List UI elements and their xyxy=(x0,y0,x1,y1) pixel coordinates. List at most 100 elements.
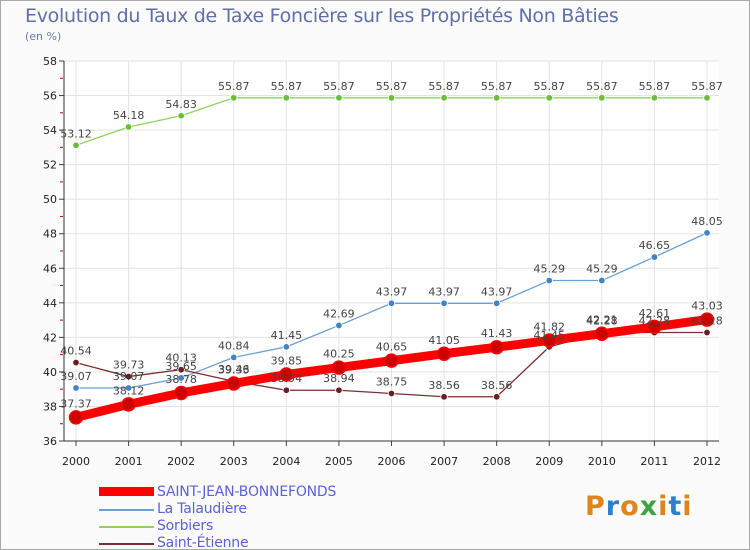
y-tick-label: 42 xyxy=(43,331,57,344)
series-layer xyxy=(68,94,715,425)
data-point xyxy=(177,374,185,382)
data-label: 48.05 xyxy=(691,215,723,228)
data-label: 37.37 xyxy=(60,397,92,410)
data-label: 40.25 xyxy=(323,348,355,361)
x-tick-label: 2002 xyxy=(167,455,195,468)
label-layer: 37.37 38.12 38.78 39.33 39.85 40.25 40.65 41.05… xyxy=(60,80,723,411)
x-tick-label: 2000 xyxy=(62,455,90,468)
data-label: 55.87 xyxy=(639,80,671,93)
y-tick-label: 56 xyxy=(43,90,57,103)
x-tick-label: 2009 xyxy=(535,455,563,468)
data-point xyxy=(72,384,80,392)
x-tick-label: 2008 xyxy=(483,455,511,468)
data-point xyxy=(440,94,448,102)
data-label: 55.87 xyxy=(534,80,566,93)
y-tick-label: 58 xyxy=(43,55,57,68)
x-tick-label: 2006 xyxy=(378,455,406,468)
data-point xyxy=(384,353,399,368)
data-label: 38.12 xyxy=(113,384,145,397)
data-label: 39.07 xyxy=(60,370,92,383)
x-tick-label: 2004 xyxy=(272,455,300,468)
data-label: 42.28 xyxy=(691,315,723,328)
y-tick-label: 46 xyxy=(43,262,57,275)
data-point xyxy=(282,94,291,102)
data-label: 42.28 xyxy=(586,315,618,328)
data-point xyxy=(173,385,189,401)
data-label: 38.94 xyxy=(323,372,355,385)
data-label: 39.65 xyxy=(165,360,197,373)
data-point xyxy=(440,299,448,308)
data-point xyxy=(177,112,185,120)
data-point xyxy=(124,372,133,381)
y-tick-label: 40 xyxy=(43,366,57,379)
chart-subtitle: (en %) xyxy=(25,30,62,43)
logo-letter: t xyxy=(668,491,683,522)
data-label: 55.87 xyxy=(271,80,303,93)
x-tick-label: 2011 xyxy=(640,455,668,468)
data-point xyxy=(124,384,133,392)
data-point xyxy=(598,276,606,285)
data-point xyxy=(230,353,238,362)
data-label: 39.85 xyxy=(271,355,303,368)
data-label: 43.03 xyxy=(691,300,723,313)
data-label: 54.18 xyxy=(113,109,145,122)
data-label: 40.84 xyxy=(218,339,250,352)
data-label: 41.45 xyxy=(534,329,566,342)
chart-title: Evolution du Taux de Taxe Foncière sur l… xyxy=(25,5,619,27)
data-point xyxy=(335,94,343,102)
data-point xyxy=(230,94,238,102)
data-point xyxy=(282,343,291,351)
data-label: 55.87 xyxy=(323,80,355,93)
data-label: 42.21 xyxy=(586,314,618,327)
data-label: 54.83 xyxy=(165,98,197,111)
data-point xyxy=(436,346,452,362)
data-point xyxy=(387,299,396,308)
data-label: 39.73 xyxy=(113,359,145,372)
data-label: 41.82 xyxy=(534,320,566,333)
x-tick-label: 2001 xyxy=(115,455,143,468)
data-label: 55.87 xyxy=(218,80,250,93)
logo-letter: o xyxy=(620,491,640,522)
data-label: 42.28 xyxy=(639,315,671,328)
data-point xyxy=(492,94,501,102)
data-label: 41.05 xyxy=(428,334,460,347)
y-tick-label: 48 xyxy=(43,228,57,241)
data-point xyxy=(703,94,711,102)
data-label: 38.94 xyxy=(271,372,303,385)
data-point xyxy=(699,312,715,327)
data-label: 38.56 xyxy=(428,379,460,392)
logo-letter: i xyxy=(658,491,669,522)
x-tick-label: 2007 xyxy=(430,455,458,468)
data-point xyxy=(703,328,711,337)
x-tick-label: 2010 xyxy=(588,455,616,468)
logo-letter: r xyxy=(605,491,621,522)
data-point xyxy=(68,410,84,425)
x-tick-label: 2005 xyxy=(325,455,353,468)
data-label: 45.29 xyxy=(586,263,618,276)
data-point xyxy=(650,94,659,102)
data-point xyxy=(545,94,553,102)
data-label: 38.56 xyxy=(481,379,513,392)
y-tick-label: 44 xyxy=(43,297,57,310)
x-tick-label: 2012 xyxy=(693,455,721,468)
data-point xyxy=(177,365,185,374)
data-point xyxy=(387,389,396,398)
data-point xyxy=(594,326,610,341)
data-label: 53.12 xyxy=(60,127,92,140)
data-label: 55.87 xyxy=(481,80,513,93)
legend-label: Saint-Étienne xyxy=(157,535,249,550)
data-label: 39.33 xyxy=(218,363,250,376)
data-point xyxy=(492,299,501,308)
proxiti-logo: Proxiti xyxy=(585,491,693,522)
data-label: 43.97 xyxy=(481,285,513,298)
data-point xyxy=(387,94,396,102)
axis-layer: 36 38 40 42 44 46 48 50 52 54 56 58 2000 2001 2002 2003… xyxy=(43,55,721,468)
logo-letter: P xyxy=(585,491,606,522)
data-label: 55.87 xyxy=(691,80,723,93)
data-point xyxy=(282,386,291,394)
data-point xyxy=(545,276,553,285)
y-tick-label: 38 xyxy=(43,400,57,413)
data-point xyxy=(72,358,80,367)
